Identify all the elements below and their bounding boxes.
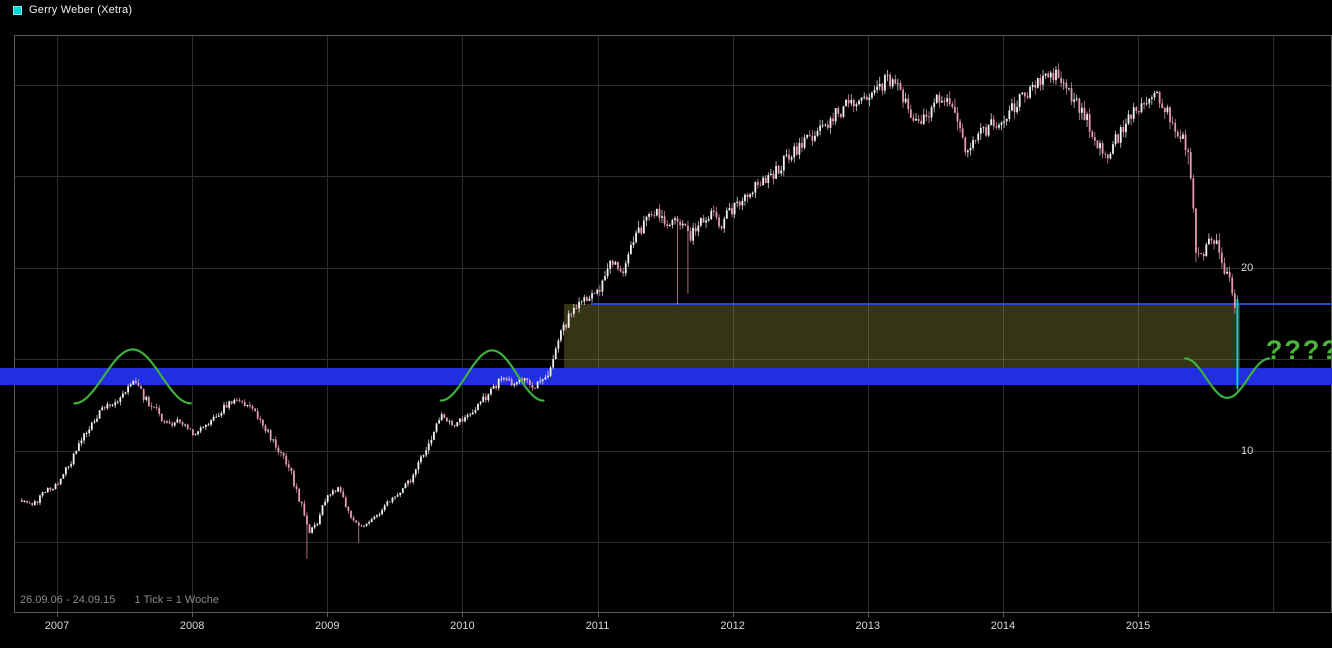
tick-unit-label: 1 Tick = 1 Woche [134, 594, 219, 606]
series-color-marker [13, 5, 22, 15]
question-marks-annotation: ???? [1265, 334, 1332, 365]
date-range-label: 26.09.06 - 24.09.15 [20, 594, 116, 606]
series-legend[interactable]: Gerry Weber (Xetra) [13, 4, 132, 16]
series-name-label: Gerry Weber (Xetra) [29, 4, 133, 16]
chart-footer: 26.09.06 - 24.09.15 1 Tick = 1 Woche [20, 594, 219, 606]
